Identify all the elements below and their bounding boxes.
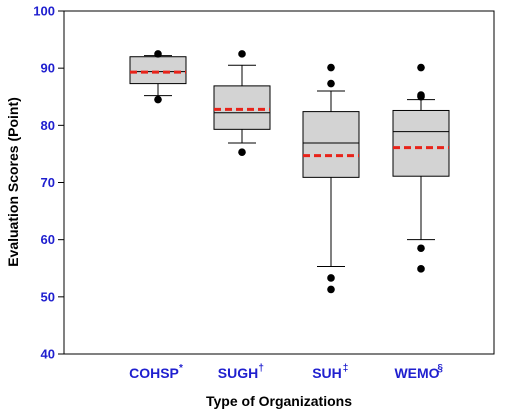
outlier-point [327,274,335,282]
outlier-point [154,50,162,58]
y-tick-label: 100 [33,4,55,19]
boxes-layer [129,50,450,294]
outlier-point [327,79,335,88]
y-tick-label: 50 [41,289,55,304]
y-tick-label: 80 [41,118,55,133]
y-tick-label: 40 [41,347,55,362]
x-category-label: WEMO [394,365,439,381]
outlier-point [154,95,162,104]
x-category-superscript: † [258,363,264,374]
box-group-cohsp [129,50,187,104]
box-group-suh [302,63,360,294]
outlier-point [417,244,425,253]
x-category-superscript: * [179,363,183,374]
box-group-sugh [213,50,271,157]
outlier-point [417,91,425,99]
plot-area [63,10,495,355]
outlier-point [327,285,335,294]
y-tick-label: 90 [41,61,55,76]
box-iqr [213,85,271,130]
x-category-superscript: ‡ [343,363,349,374]
box-group-wemo [392,63,450,273]
y-tick-label: 70 [41,175,55,190]
outlier-point [238,148,246,157]
box-iqr [302,111,360,178]
x-axis-title: Type of Organizations [206,393,352,409]
outlier-point [417,265,425,273]
outlier-point [327,63,335,72]
x-category-label: SUGH [218,365,258,381]
x-axis: COHSP * SUGH † SUH ‡ WEMO§ [129,363,443,381]
outlier-point [238,50,246,58]
x-category-label: SUH [312,365,342,381]
y-axis-title: Evaluation Scores (Point) [5,97,21,267]
x-category-label: COHSP [129,365,179,381]
box-iqr [129,56,187,85]
outlier-point [417,63,425,72]
y-tick-label: 60 [41,232,55,247]
box-iqr [392,109,450,177]
x-category-superscript: § [437,363,443,374]
y-axis: 40 50 60 70 80 90 100 [33,4,64,362]
